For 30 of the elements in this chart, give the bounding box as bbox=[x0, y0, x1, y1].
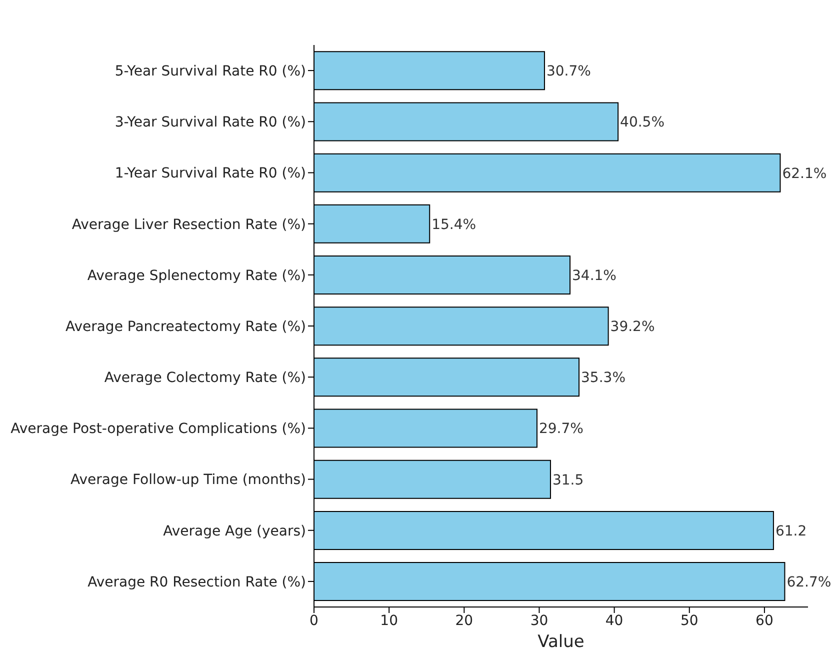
data-label: 40.5% bbox=[620, 114, 665, 131]
y-tick-label: Average Post-operative Complications (%) bbox=[10, 421, 306, 438]
data-label: 29.7% bbox=[538, 421, 584, 438]
data-label: 61.2 bbox=[775, 523, 807, 540]
x-tick-label: 0 bbox=[310, 612, 318, 629]
y-tick-label: Average Colectomy Rate (%) bbox=[104, 370, 306, 386]
y-tick-label: Average Pancreatectomy Rate (%) bbox=[65, 318, 306, 335]
x-tick-label: 40 bbox=[605, 612, 624, 629]
data-label: 34.1% bbox=[572, 268, 616, 284]
data-label: 62.7% bbox=[786, 574, 832, 591]
data-label: 15.4% bbox=[432, 216, 476, 233]
y-tick-label: 1-Year Survival Rate R0 (%) bbox=[114, 166, 306, 182]
y-tick-label: 5-Year Survival Rate R0 (%) bbox=[114, 64, 306, 80]
data-label: 31.5 bbox=[552, 472, 584, 488]
y-tick-label: Average Age (years) bbox=[163, 523, 306, 540]
y-tick-label: Average Liver Resection Rate (%) bbox=[72, 216, 306, 233]
x-tick-label: 10 bbox=[380, 612, 398, 629]
y-tick-label: Average Follow-up Time (months) bbox=[70, 472, 306, 488]
x-tick-label: 60 bbox=[756, 612, 774, 629]
x-tick-label: 50 bbox=[680, 612, 698, 629]
y-tick-label: Average R0 Resection Rate (%) bbox=[88, 574, 306, 590]
data-label: 39.2% bbox=[610, 319, 655, 336]
data-label: 35.3% bbox=[581, 370, 626, 386]
x-tick-label: 20 bbox=[455, 612, 474, 629]
data-label: 30.7% bbox=[546, 64, 591, 80]
x-tick-label: 30 bbox=[530, 612, 548, 629]
x-axis-title: Value bbox=[538, 632, 584, 651]
y-tick-label: 3-Year Survival Rate R0 (%) bbox=[114, 114, 306, 131]
data-label: 62.1% bbox=[782, 166, 827, 182]
y-tick-label: Average Splenectomy Rate (%) bbox=[87, 268, 306, 284]
